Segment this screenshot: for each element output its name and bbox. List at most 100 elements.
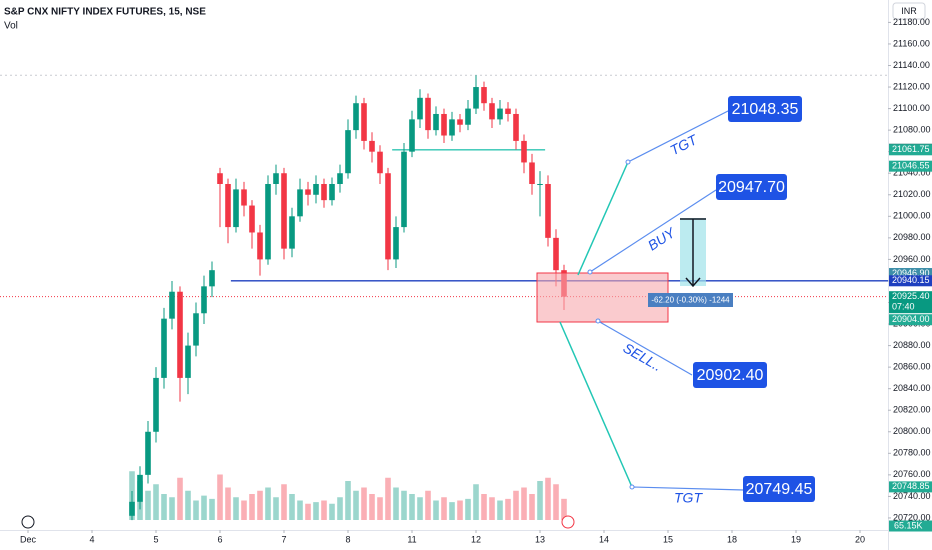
volume-bar [433, 500, 439, 520]
volume-bar [177, 477, 183, 520]
y-tick-label: 21040.00 [893, 168, 931, 178]
x-tick-label: 4 [89, 534, 94, 544]
candle-body [417, 97, 423, 120]
volume-bar [329, 503, 335, 520]
candle-body [497, 108, 503, 120]
price-badge-label: 20940.15 [892, 275, 930, 285]
candle-body [489, 103, 495, 120]
price-badge-label: 20748.85 [892, 481, 930, 491]
x-tick-label: 18 [727, 534, 737, 544]
candle-body [385, 173, 391, 260]
candle-body [393, 227, 399, 260]
candle-body [225, 183, 231, 228]
candle-body [137, 474, 143, 502]
candle-body [473, 87, 479, 109]
volume-bar [441, 497, 447, 520]
x-tick-label: 8 [345, 534, 350, 544]
anchor [625, 159, 631, 165]
y-tick-label: 21120.00 [893, 81, 930, 91]
y-tick-label: 21180.00 [893, 17, 930, 27]
y-tick-label: 20720.00 [893, 512, 931, 522]
label: 20902.40 [697, 367, 764, 384]
y-tick-label: 20980.00 [893, 232, 931, 242]
candle-body [553, 237, 559, 271]
candle-body [361, 103, 367, 141]
y-tick-label: 20880.00 [893, 340, 931, 350]
volume-bar [369, 494, 375, 520]
label-box [693, 362, 767, 388]
x-tick-label: 15 [663, 534, 673, 544]
trend-line [559, 321, 633, 488]
candle-body [289, 216, 295, 249]
candle-body [145, 431, 151, 475]
icon [21, 515, 35, 529]
y-tick-label: 21160.00 [893, 38, 930, 48]
label: 20749.45 [746, 481, 813, 498]
price-badge [889, 291, 932, 314]
volume-bar [249, 494, 255, 520]
price-badge [889, 144, 932, 156]
candle-body [273, 173, 279, 184]
candle-body [249, 205, 255, 233]
candle-body [305, 189, 311, 195]
anchor [595, 318, 601, 324]
x-tick-label: 6 [217, 534, 222, 544]
volume-bar [497, 500, 503, 520]
volume-bar [529, 494, 535, 520]
volume-bar [537, 481, 543, 520]
price-badge-label: 20904.00 [892, 314, 930, 324]
label-box [743, 476, 815, 502]
volume-bar [489, 497, 495, 520]
candle-body [345, 130, 351, 174]
volume-bar [481, 494, 487, 520]
trend-line [577, 161, 629, 276]
volume-bar [457, 500, 463, 520]
candle-body [329, 183, 335, 201]
y-tick-label: 20740.00 [893, 491, 931, 501]
volume-bar [241, 500, 247, 520]
icon [561, 515, 575, 529]
x-tick-label: 13 [535, 534, 545, 544]
volume-bar [473, 484, 479, 520]
volume-bar [449, 502, 455, 520]
candle-body [281, 173, 287, 249]
volume-bar [353, 490, 359, 520]
price-badge [889, 481, 932, 493]
volume-bar [425, 490, 431, 520]
volume-bar [409, 494, 415, 520]
candle-body [401, 151, 407, 228]
candle-body [441, 113, 447, 136]
candle-body [529, 162, 535, 184]
y-tick-label: 20820.00 [893, 405, 931, 415]
candle-body [313, 183, 319, 195]
arrow-head [685, 277, 701, 288]
price-badge-sub: 07:40 [892, 302, 915, 312]
candle-body [505, 108, 511, 114]
candle-body [377, 151, 383, 174]
candle-body [241, 189, 247, 206]
trend-line [627, 109, 731, 163]
x-tick-label: Dec [20, 534, 37, 544]
candle-body [425, 97, 431, 131]
volume-bar [193, 500, 199, 520]
volume-badge [889, 520, 932, 532]
volume-bar [185, 490, 191, 520]
price-badge-label: 21061.75 [892, 144, 930, 154]
label-box [728, 96, 802, 122]
volume-bar [273, 497, 279, 520]
candle-body [233, 189, 239, 228]
price-badge-label: 21046.55 [892, 161, 930, 171]
candle-body [193, 313, 199, 346]
price-badge [889, 275, 932, 287]
y-tick-label: 21100.00 [893, 103, 930, 113]
price-badge [889, 268, 932, 280]
trend-line [631, 486, 745, 491]
volume-bar [225, 487, 231, 520]
word: TGT [674, 490, 703, 506]
candle-body [545, 183, 551, 238]
volume-bar [513, 490, 519, 520]
position-info-box [648, 293, 733, 307]
candle-body [449, 119, 455, 136]
volume-bar [561, 498, 567, 520]
